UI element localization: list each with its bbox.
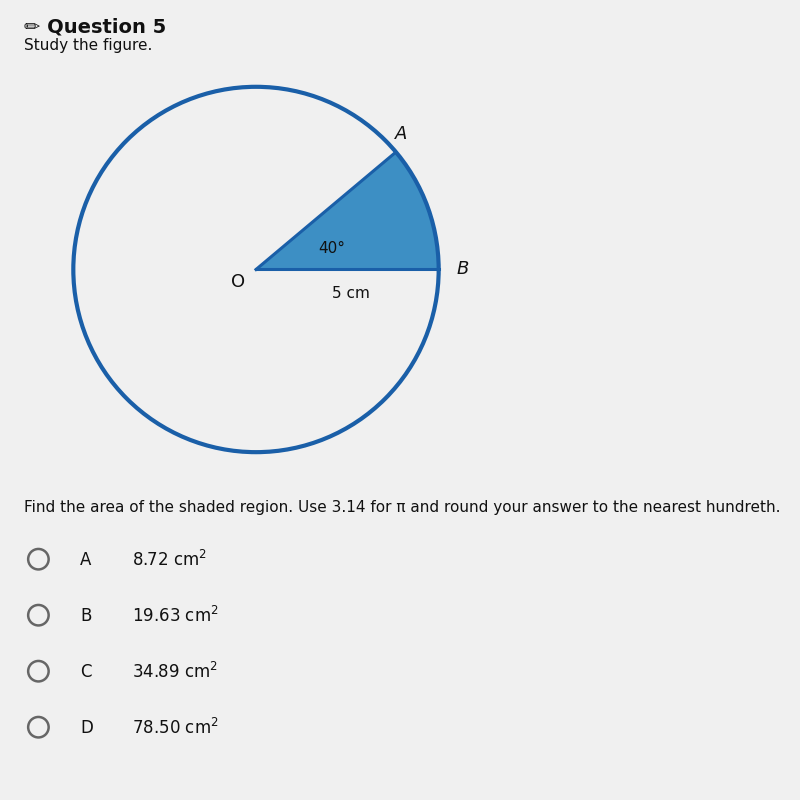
Text: Find the area of the shaded region. Use 3.14 for π and round your answer to the : Find the area of the shaded region. Use … [24, 500, 781, 515]
Text: A: A [395, 125, 408, 143]
Text: B: B [80, 607, 91, 625]
Text: D: D [80, 719, 93, 737]
Text: B: B [457, 261, 470, 278]
Text: ✏ Question 5: ✏ Question 5 [24, 18, 166, 37]
Text: 8.72 cm$^2$: 8.72 cm$^2$ [132, 550, 207, 570]
Text: 19.63 cm$^2$: 19.63 cm$^2$ [132, 606, 218, 626]
Text: 78.50 cm$^2$: 78.50 cm$^2$ [132, 718, 218, 738]
Text: 34.89 cm$^2$: 34.89 cm$^2$ [132, 662, 218, 682]
Text: 5 cm: 5 cm [332, 286, 370, 301]
Text: 40°: 40° [318, 242, 345, 256]
Text: C: C [80, 663, 91, 681]
Text: A: A [80, 551, 91, 569]
Text: O: O [231, 273, 245, 291]
Text: Study the figure.: Study the figure. [24, 38, 152, 54]
Wedge shape [256, 152, 438, 270]
